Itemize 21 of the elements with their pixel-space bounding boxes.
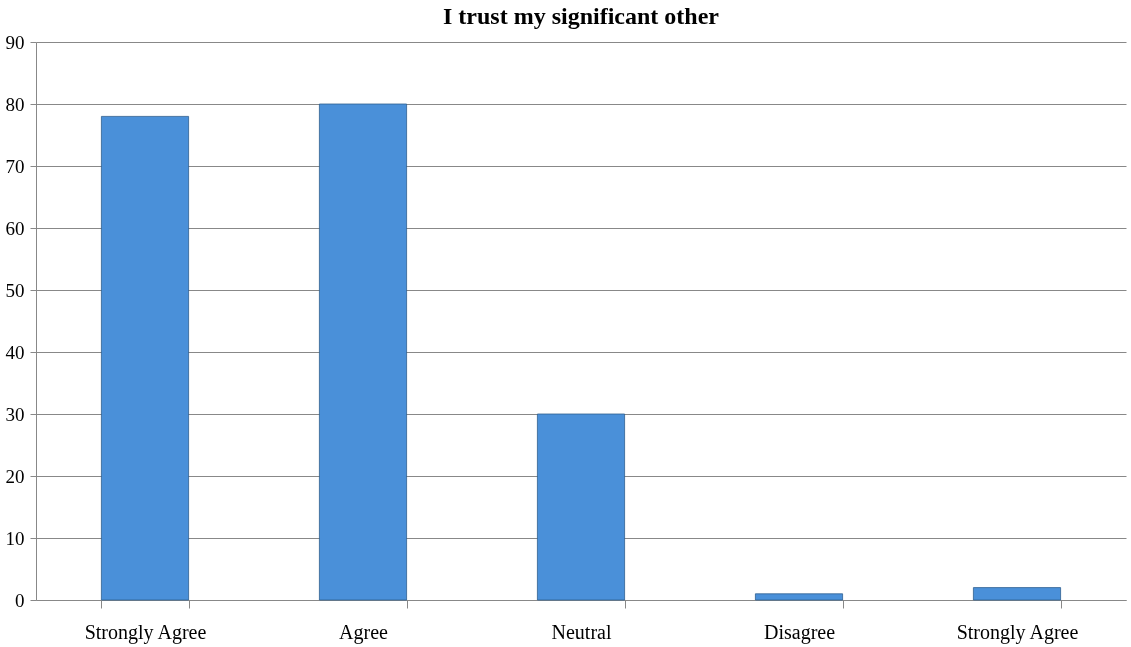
bar [319, 103, 407, 601]
bar [755, 593, 843, 601]
y-tick-label: 30 [5, 403, 25, 425]
y-tick-label: 50 [5, 279, 25, 301]
bar [537, 413, 625, 601]
y-tick-label: 80 [5, 93, 25, 115]
bar [101, 116, 189, 601]
bar [973, 587, 1061, 601]
x-tick-label: Agree [339, 620, 389, 644]
y-tick-label: 70 [5, 155, 25, 177]
y-tick-label: 10 [5, 527, 25, 549]
y-tick-label: 40 [5, 341, 25, 363]
y-tick-label: 20 [5, 465, 25, 487]
x-tick-label: Neutral [551, 620, 612, 643]
y-tick-label: 0 [15, 589, 25, 611]
x-tick-label: Strongly Agree [956, 620, 1079, 644]
y-tick-label: 60 [5, 217, 25, 239]
chart-title: I trust my significant other [443, 3, 720, 29]
x-tick-label: Disagree [763, 620, 836, 644]
y-tick-label: 90 [5, 31, 25, 53]
x-tick-label: Strongly Agree [84, 620, 207, 644]
